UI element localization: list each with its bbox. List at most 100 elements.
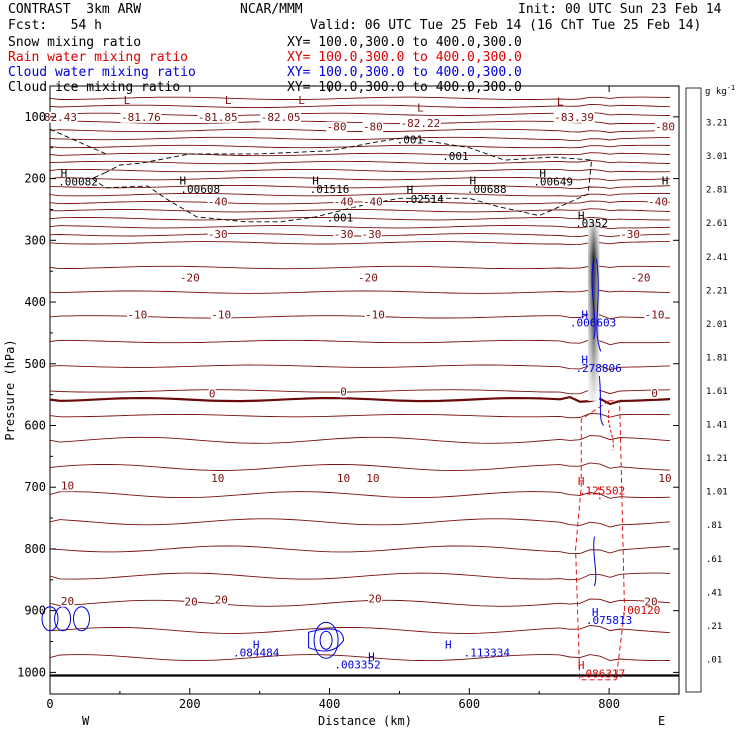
- isotherm-line: [49, 435, 671, 444]
- colorbar-level-label: 2.01: [706, 320, 728, 330]
- high-marker: H: [179, 174, 186, 187]
- high-marker: H: [61, 167, 68, 180]
- high-marker-blue: H: [445, 639, 452, 652]
- maximum-value-label: .084484: [233, 647, 280, 660]
- isotherm-line: [49, 168, 671, 173]
- isotherm-label: -81.76: [121, 111, 161, 124]
- y-tick-label: 800: [24, 542, 46, 556]
- isotherm-line: [49, 491, 671, 499]
- isotherm-line: [49, 144, 671, 149]
- isotherm-label-bg: [651, 387, 658, 399]
- isotherm-label-bg: [362, 121, 384, 133]
- cloudice-field-xy: XY= 100.0,300.0 to 400.0,300.0: [287, 80, 522, 95]
- maximum-value-label: .02514: [404, 193, 444, 206]
- valid-time: Valid: 06 UTC Tue 25 Feb 14 (16 ChT Tue …: [310, 18, 702, 33]
- cloudice-field-label: Cloud ice mixing ratio: [8, 80, 181, 95]
- plot-header: CONTRAST 3km ARW NCAR/MMM Init: 00 UTC S…: [0, 0, 740, 96]
- isotherm-line: [49, 225, 671, 230]
- colorbar-level-label: .81: [706, 521, 722, 531]
- isotherm-label: -30: [362, 228, 382, 241]
- maximum-value-label: .086317: [579, 668, 625, 681]
- isotherm-line: [49, 216, 670, 221]
- isotherm-line: [49, 233, 671, 238]
- snow-contour-edge: [49, 128, 107, 155]
- isotherm-line: [49, 152, 671, 157]
- isotherm-line: [49, 413, 671, 419]
- colorbar-level-label: .61: [706, 555, 722, 565]
- isotherm-label: -40: [208, 195, 228, 208]
- maximum-value-label: .00688: [467, 183, 507, 196]
- freezing-line: [49, 395, 671, 406]
- isotherm-label-bg: [340, 386, 347, 398]
- colorbar-level-label: .01: [706, 655, 722, 665]
- colorbar-level-label: 2.21: [706, 286, 728, 296]
- high-marker: H: [407, 184, 414, 197]
- isotherm-label: -80: [327, 121, 347, 134]
- y-tick-label: 700: [24, 480, 46, 494]
- isotherm-label-bg: [619, 229, 641, 241]
- isotherm-label: 82.43: [44, 111, 77, 124]
- low-marker: L: [298, 94, 305, 107]
- isotherm-label: 20: [185, 595, 198, 608]
- east-label: E: [658, 714, 665, 728]
- colorbar-level-label: 1.01: [706, 488, 728, 498]
- isotherm-label-bg: [336, 472, 351, 484]
- rain-contour-top: [607, 409, 614, 451]
- colorbar-level-label: .41: [706, 588, 722, 598]
- isotherm-label: 10: [658, 472, 671, 485]
- cloud-water-blob: [41, 606, 59, 632]
- isotherm-label: -10: [645, 308, 665, 321]
- high-marker-blue: H: [581, 353, 588, 366]
- isotherm-label: -10: [365, 308, 385, 321]
- isotherm-line: [49, 625, 671, 634]
- isotherm-label: -82.22: [401, 117, 441, 130]
- maximum-value-label: .113334: [464, 647, 511, 660]
- maximum-value-label: .278806: [575, 362, 621, 375]
- isotherm-label: 20: [644, 595, 657, 608]
- maximum-value-label: .003352: [334, 658, 380, 671]
- isotherm-label: -20: [358, 271, 378, 284]
- maximum-value-label: .00649: [533, 176, 573, 189]
- isotherm-line: [49, 313, 671, 320]
- forecast-hour: Fcst: 54 h: [8, 18, 102, 33]
- colorbar-level-label: 2.41: [706, 253, 728, 263]
- snow-field-xy: XY= 100.0,300.0 to 400.0,300.0: [287, 35, 522, 50]
- colorbar-unit: g kg-1: [705, 84, 735, 97]
- maximum-value-label: .001: [397, 134, 424, 147]
- isotherm-label-bg: [60, 480, 75, 492]
- isotherm-label-bg: [43, 111, 78, 123]
- isotherm-line: [49, 160, 671, 165]
- isotherm-label: -30: [620, 228, 640, 241]
- high-marker: H: [578, 210, 585, 223]
- high-marker-blue: H: [368, 650, 375, 663]
- isotherm-label-bg: [260, 111, 302, 123]
- y-axis-label: Pressure (hPa): [3, 339, 17, 440]
- isotherm-label: 0: [209, 387, 216, 400]
- isotherm-label-bg: [179, 272, 200, 284]
- isotherm-label: 0: [651, 387, 658, 400]
- colorbar-level-label: 1.21: [706, 454, 728, 464]
- isotherm-label-bg: [211, 309, 232, 321]
- colorbar-level-label: 2.61: [706, 219, 728, 229]
- y-tick-label: 1000: [17, 665, 46, 679]
- colorbar: 3.21 3.01 2.81 2.61 2.41 2.21 2.01 1.81 1.61 1.41…: [685, 87, 728, 693]
- isotherm-label-bg: [197, 111, 239, 123]
- rain-field-label: Rain water mixing ratio: [8, 50, 189, 65]
- colorbar-frame: [685, 87, 702, 693]
- cloud-water-blob-large: [308, 628, 345, 652]
- isotherm-label: -20: [180, 271, 200, 284]
- isotherm-label-bg: [207, 196, 228, 208]
- isotherm-label: 10: [366, 472, 379, 485]
- colorbar-level-label: 1.81: [706, 353, 728, 363]
- isotherm-label: 20: [215, 594, 228, 607]
- cloud-water-blob: [73, 606, 90, 632]
- isotherm-label-bg: [333, 196, 354, 208]
- isotherm-line: [49, 241, 670, 246]
- isotherm-label-bg: [207, 229, 228, 241]
- isotherm-line: [49, 136, 671, 141]
- isotherm-line: [49, 200, 671, 205]
- high-marker: H: [470, 174, 477, 187]
- rain-contour-outer: [575, 400, 625, 681]
- isotherm-label: 0: [340, 386, 347, 399]
- isotherm-label-bg: [366, 472, 380, 484]
